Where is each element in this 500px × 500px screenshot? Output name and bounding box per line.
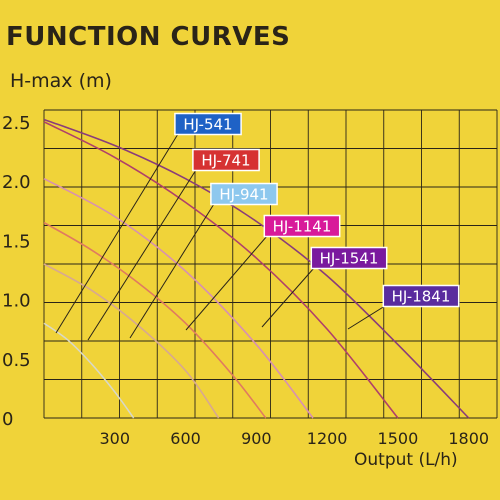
- y-axis-label: H-max (m): [10, 70, 112, 92]
- chart-title: FUNCTION CURVES: [6, 22, 291, 52]
- y-tick-label: 0.5: [2, 350, 31, 371]
- series-label-hj-1841: HJ-1841: [392, 288, 451, 306]
- series-curve-hj-941: [43, 221, 267, 419]
- leader-line-hj-1141: [185, 234, 269, 331]
- leader-line-hj-741: [87, 168, 198, 341]
- series-label-hj-741: HJ-741: [201, 152, 250, 170]
- series-label-box-hj-1141: [263, 214, 341, 238]
- chart-curves: [43, 118, 470, 419]
- x-tick-label: 300: [100, 429, 131, 448]
- series-label-box-hj-941: [210, 182, 278, 206]
- label-leader-lines: [55, 132, 388, 341]
- leader-line-hj-1841: [347, 304, 388, 330]
- series-label-box-hj-541: [174, 112, 242, 136]
- series-curve-hj-741: [43, 263, 220, 419]
- series-curve-hj-541: [43, 322, 135, 419]
- y-tick-label: 2.0: [2, 172, 31, 193]
- series-label-hj-1141: HJ-1141: [273, 218, 332, 236]
- series-label-hj-541: HJ-541: [183, 116, 232, 134]
- x-tick-label: 1500: [378, 429, 419, 448]
- series-curve-hj-1541: [43, 121, 399, 419]
- x-tick-label: 600: [170, 429, 201, 448]
- x-tick-label: 1200: [307, 429, 348, 448]
- series-curve-hj-1141: [43, 178, 314, 419]
- series-label-box-hj-1541: [310, 246, 388, 270]
- x-tick-label: 900: [241, 429, 272, 448]
- series-label-box-hj-741: [192, 148, 260, 172]
- x-axis-label: Output (L/h): [354, 450, 458, 470]
- series-labels: HJ-541 HJ-741 HJ-941 HJ-1141 HJ-1541 HJ-1841: [174, 112, 460, 308]
- series-label-hj-1541: HJ-1541: [320, 250, 379, 268]
- axis-ticks: 300 600 900 1200 1500 1800 0 0.5 1.0 1.5 2.0 2.5: [2, 113, 489, 448]
- y-tick-label: 1.0: [2, 291, 31, 312]
- leader-line-hj-941: [129, 202, 216, 339]
- leader-line-hj-541: [55, 132, 180, 334]
- y-tick-label: 1.5: [2, 231, 31, 252]
- leader-line-hj-1541: [261, 266, 316, 328]
- y-tick-label: 0: [2, 409, 13, 430]
- series-curve-hj-1841: [43, 118, 470, 419]
- series-label-box-hj-1841: [382, 284, 460, 308]
- x-tick-label: 1800: [448, 429, 489, 448]
- y-tick-label: 2.5: [2, 113, 31, 134]
- series-label-hj-941: HJ-941: [219, 186, 268, 204]
